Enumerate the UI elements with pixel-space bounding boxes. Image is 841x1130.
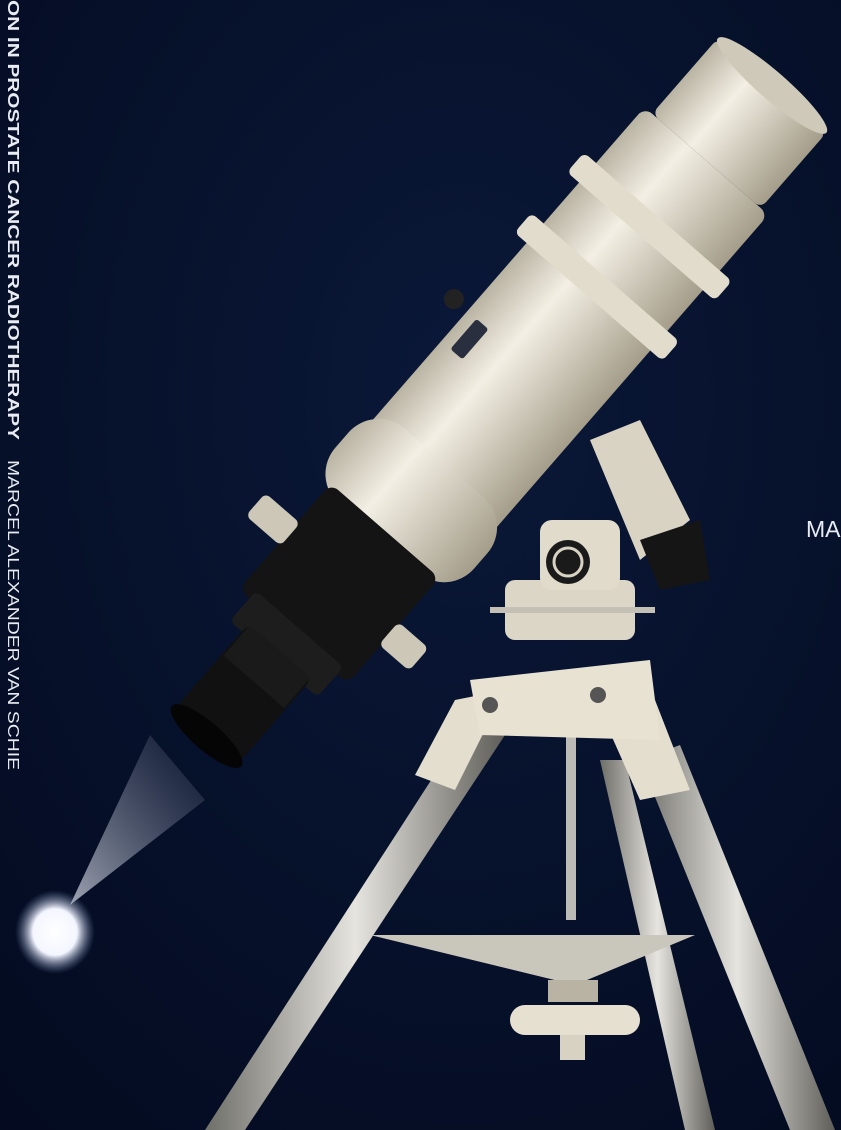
spine-author: MARCEL ALEXANDER VAN SCHIE — [4, 460, 21, 770]
spine-title: ON IN PROSTATE CANCER RADIOTHERAPY — [4, 0, 21, 440]
light-glow — [15, 890, 95, 974]
cover: ON IN PROSTATE CANCER RADIOTHERAPY MARCE… — [0, 0, 841, 1130]
cover-partial-text: MA — [806, 516, 841, 542]
page: ON IN PROSTATE CANCER RADIOTHERAPY MARCE… — [0, 0, 841, 1130]
